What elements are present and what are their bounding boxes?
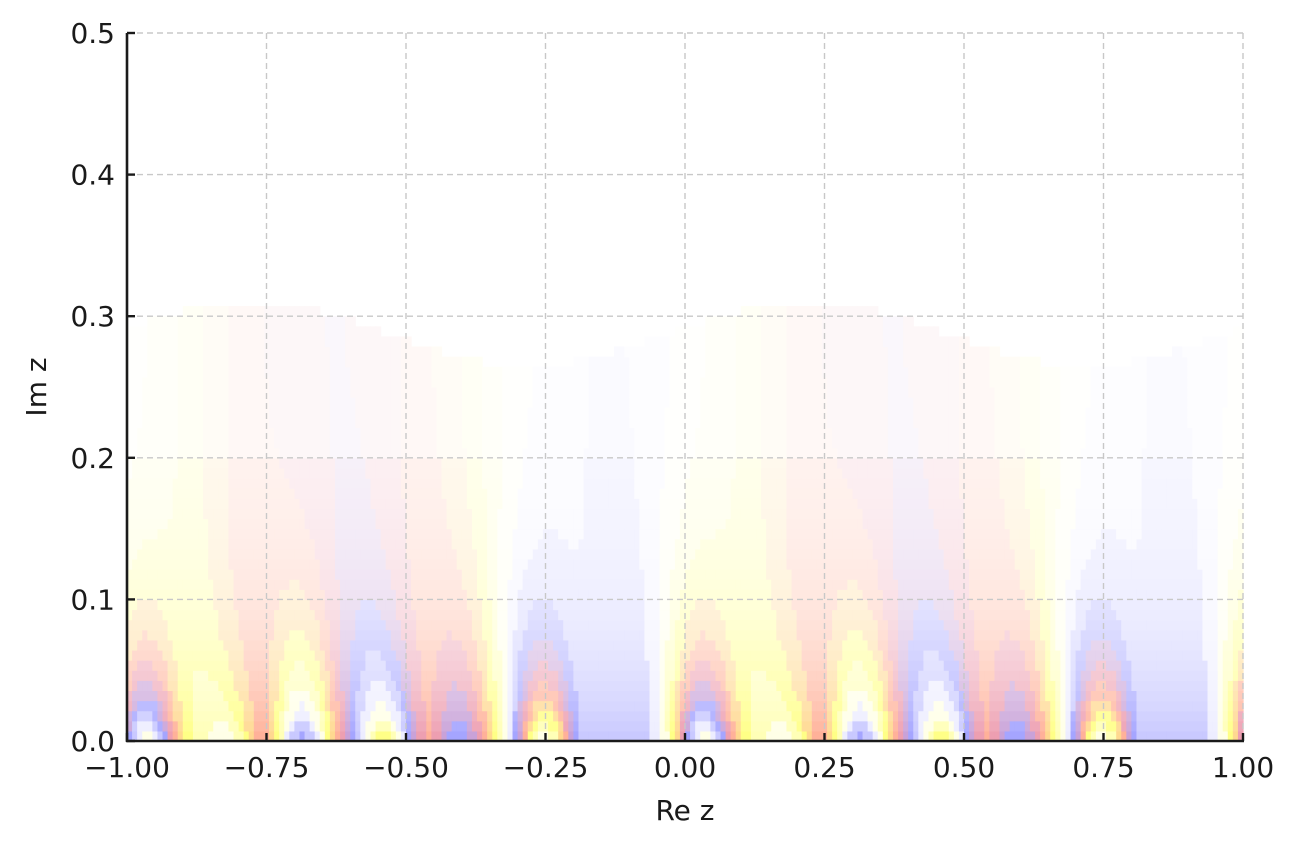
x-tick-label: −0.75 [224,751,310,784]
y-tick-label: 0.2 [70,442,115,475]
x-axis-label: Re z [655,794,714,827]
y-axis-ticks: 0.0 0.1 0.2 0.3 0.4 0.5 [70,17,135,758]
y-tick-label: 0.3 [70,300,115,333]
y-axis-label: Im z [20,357,53,416]
x-tick-label: 0.75 [1072,751,1134,784]
x-tick-label: −1.00 [84,751,170,784]
x-tick-label: 1.00 [1212,751,1274,784]
x-tick-label: −0.25 [503,751,589,784]
x-axis-ticks: −1.00 −0.75 −0.50 −0.25 0.00 0.25 0.50 0.75 1.00 [84,733,1274,784]
x-tick-label: −0.50 [363,751,449,784]
y-tick-label: 0.4 [70,159,115,192]
x-tick-label: 0.25 [793,751,855,784]
y-tick-label: 0.5 [70,17,115,50]
x-tick-label: 0.50 [933,751,995,784]
y-tick-label: 0.1 [70,583,115,616]
x-tick-label: 0.00 [654,751,716,784]
y-tick-label: 0.0 [70,725,115,758]
contour-field [127,306,1244,742]
grid-lines [127,32,1244,741]
